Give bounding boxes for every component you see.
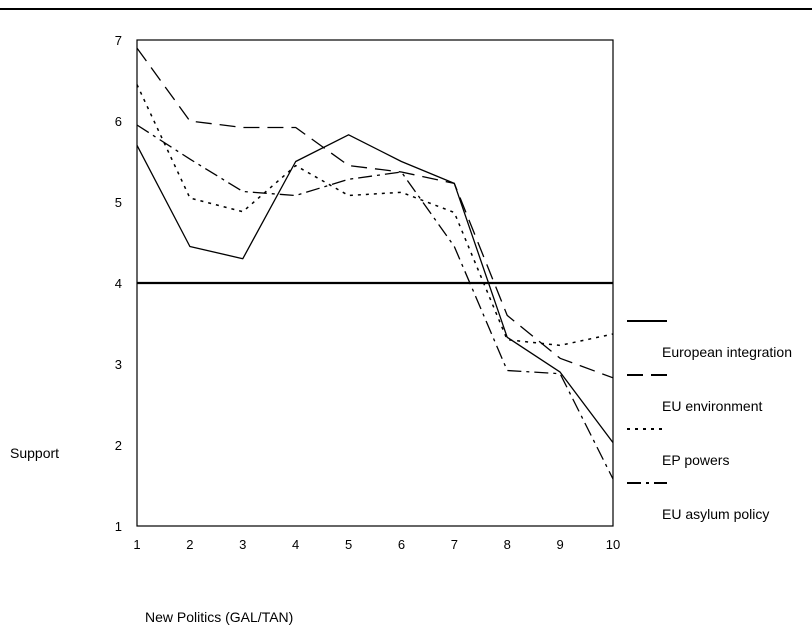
- x-tick-label: 6: [398, 537, 405, 552]
- x-axis-ticks: 1 2 3 4 5 6 7 8 9 10: [133, 537, 620, 552]
- x-tick-label: 7: [451, 537, 458, 552]
- legend-label: EU asylum policy: [662, 506, 769, 522]
- x-axis-label: New Politics (GAL/TAN): [145, 609, 293, 625]
- y-tick-label: 4: [115, 276, 122, 291]
- series-layer: [136, 47, 614, 480]
- x-tick-label: 10: [606, 537, 620, 552]
- y-axis-label: Support: [10, 445, 59, 461]
- x-tick-label: 2: [186, 537, 193, 552]
- x-tick-label: 4: [292, 537, 299, 552]
- y-tick-label: 7: [115, 33, 122, 48]
- x-tick-label: 5: [345, 537, 352, 552]
- x-tick-label: 1: [133, 537, 140, 552]
- y-tick-label: 2: [115, 438, 122, 453]
- y-tick-label: 6: [115, 114, 122, 129]
- series-line-2: [136, 47, 614, 379]
- series-line-3: [136, 84, 614, 347]
- y-axis-ticks: 1 2 3 4 5 6 7: [115, 33, 122, 534]
- legend: European integration EU environment EP pow…: [627, 320, 792, 522]
- y-tick-label: 3: [115, 357, 122, 372]
- series-line-4: [136, 124, 614, 480]
- legend-label: EU environment: [662, 398, 762, 414]
- legend-label: European integration: [662, 344, 792, 360]
- y-tick-label: 1: [115, 519, 122, 534]
- series-line-1: [136, 134, 614, 443]
- y-tick-label: 5: [115, 195, 122, 210]
- x-tick-label: 9: [556, 537, 563, 552]
- legend-label: EP powers: [662, 452, 729, 468]
- x-tick-label: 3: [239, 537, 246, 552]
- x-tick-label: 8: [504, 537, 511, 552]
